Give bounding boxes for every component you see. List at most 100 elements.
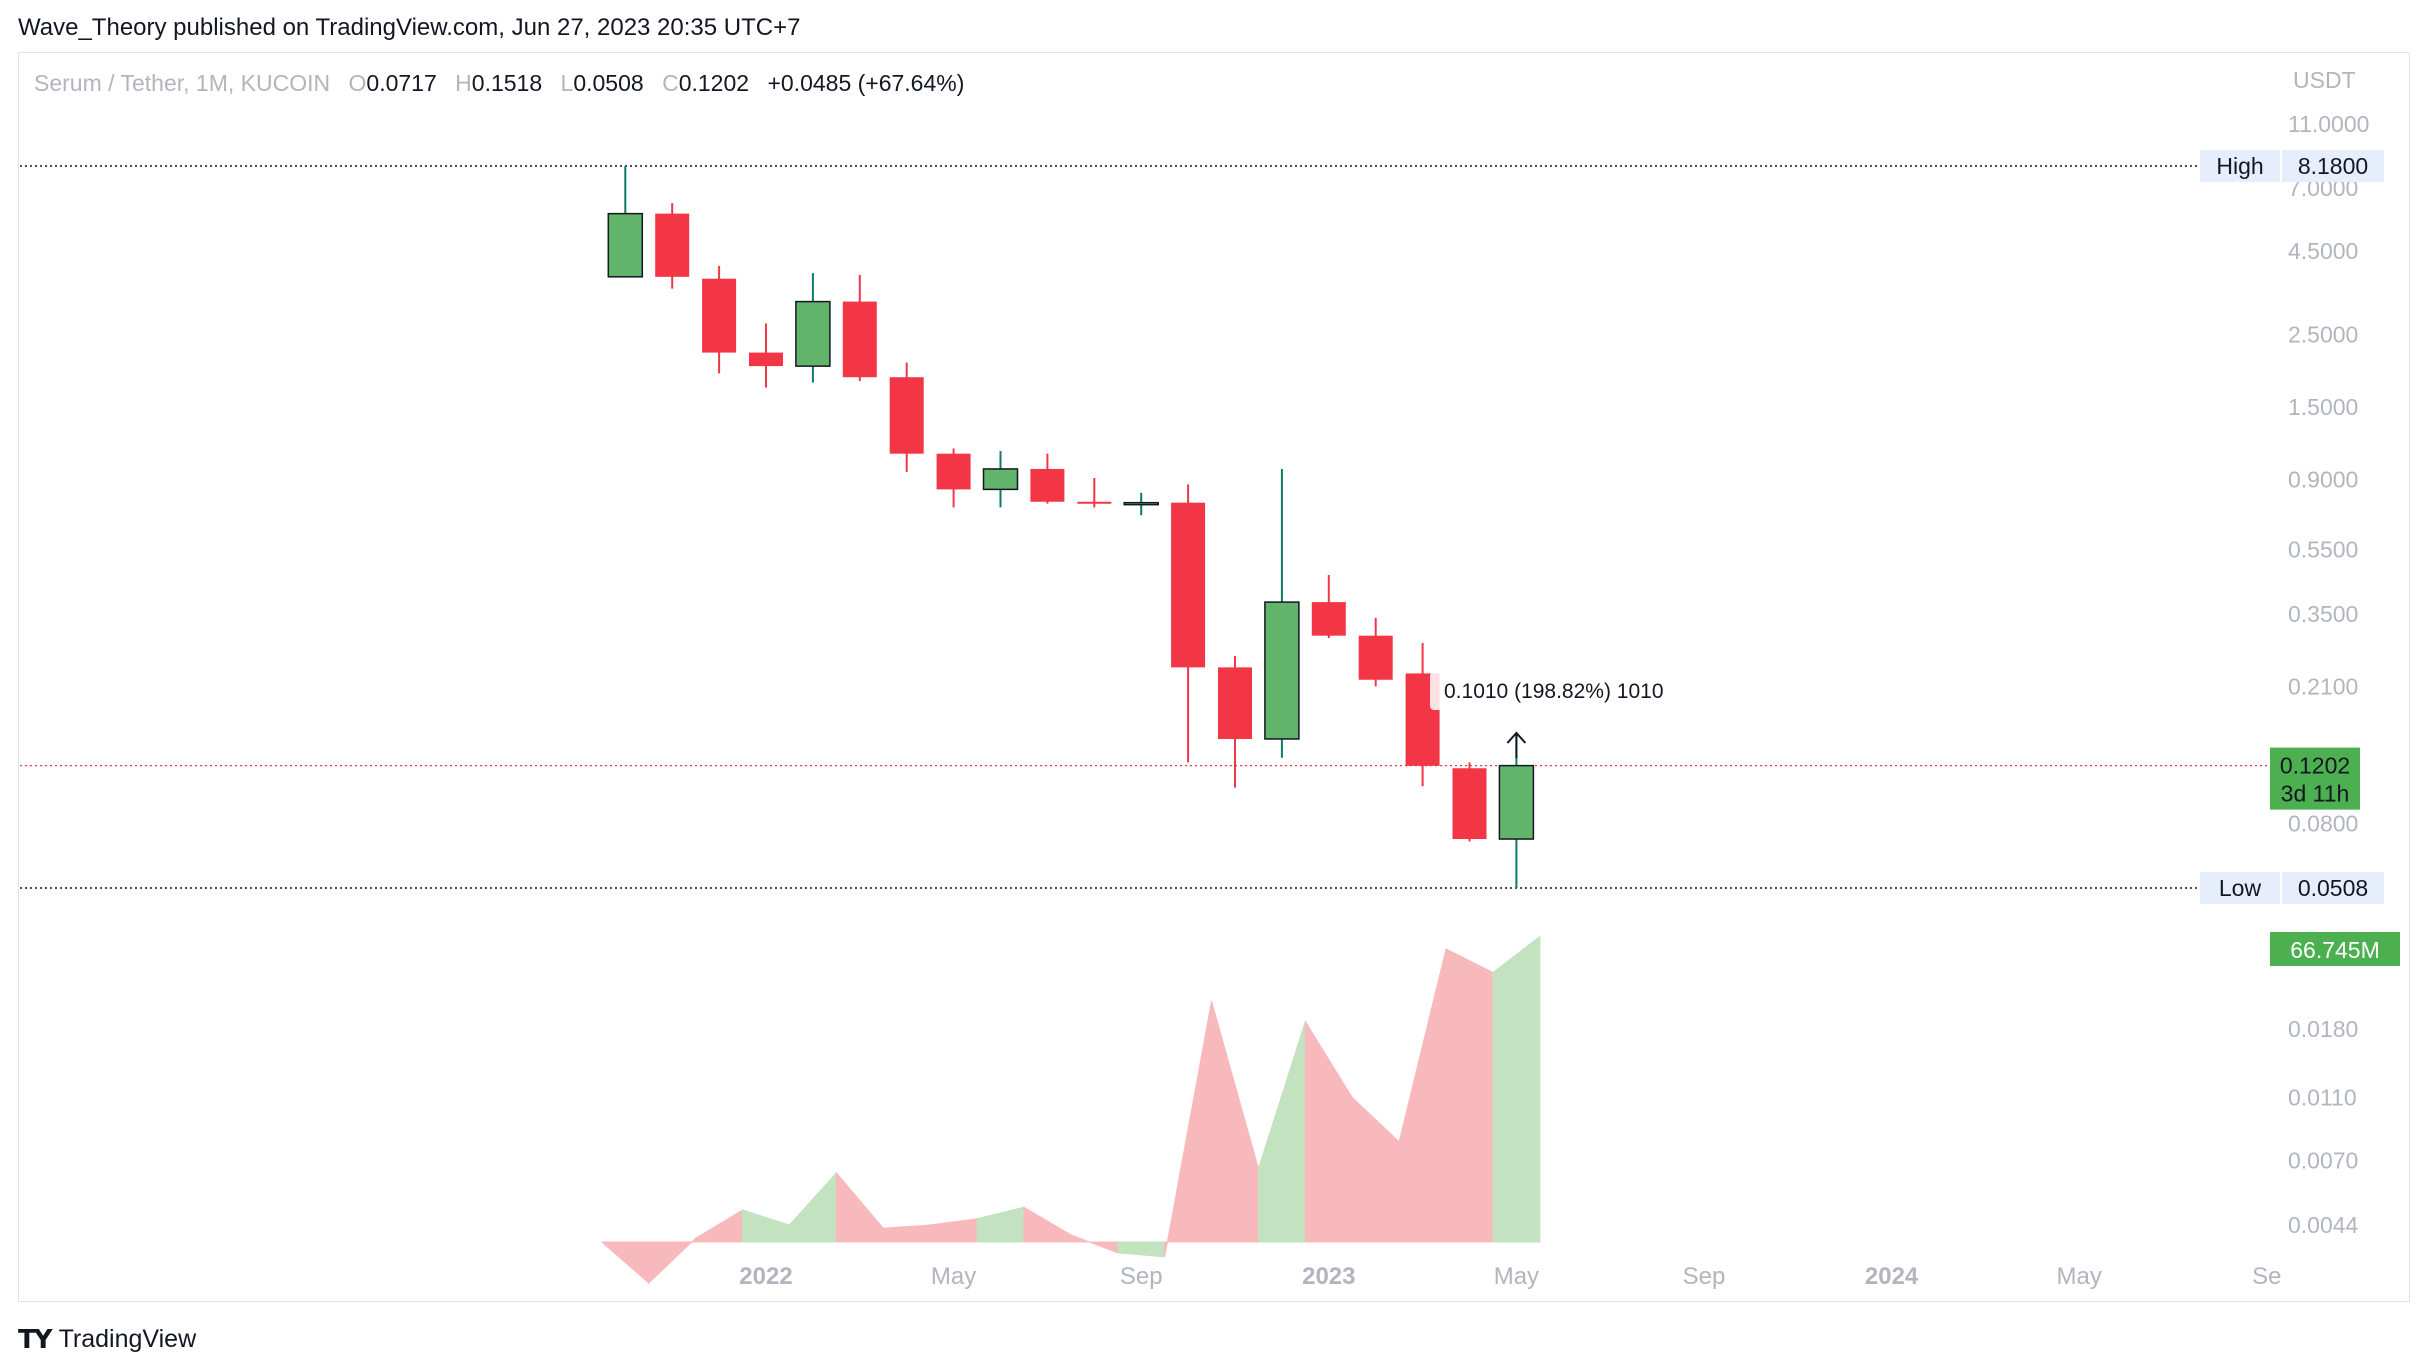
- low-tag-value: 0.0508: [2298, 875, 2368, 901]
- volume-segment: [695, 1209, 744, 1243]
- measure-annotation: 0.1010 (198.82%) 1010: [1430, 672, 1698, 758]
- candle-body: [1311, 602, 1346, 636]
- price-tick: 4.5000: [2288, 238, 2358, 264]
- price-tick: 0.2100: [2288, 673, 2358, 699]
- volume-tick: 0.0110: [2288, 1085, 2357, 1111]
- measure-arrow-head: [1506, 731, 1527, 744]
- close-key: C: [662, 70, 679, 96]
- candle-body: [1358, 635, 1393, 680]
- chart-frame: [18, 52, 2410, 1302]
- candle-body: [1452, 768, 1487, 840]
- time-axis: 2022 May Sep 2023 May Sep 2024 May Se: [739, 1263, 2281, 1290]
- volume-segment: [1117, 1241, 1166, 1258]
- high-tag-value-bg: [2282, 150, 2384, 182]
- volume-tag-value: 66.745M: [2290, 937, 2380, 963]
- volume-segment: [976, 1206, 1025, 1243]
- volume-segment: [1023, 1206, 1072, 1243]
- price-tick: 1.5000: [2288, 394, 2358, 420]
- last-price-countdown: 3d 11h: [2281, 781, 2350, 807]
- close-value: 0.1202: [678, 70, 750, 96]
- candle-body: [607, 212, 644, 278]
- candle-body: [889, 377, 924, 454]
- publisher-attribution: Wave_Theory published on TradingView.com…: [18, 14, 801, 41]
- high-key: H: [455, 70, 472, 96]
- price-tick: 0.3500: [2288, 601, 2358, 627]
- symbol-name: Serum / Tether, 1M, KUCOIN: [34, 70, 331, 96]
- low-tag: Low 0.0508: [2200, 872, 2384, 904]
- price-tick: 11.0000: [2288, 111, 2369, 137]
- volume-segment: [1257, 1021, 1306, 1243]
- measure-label-bg: [1430, 672, 1698, 710]
- volume-segment: [1070, 1234, 1119, 1254]
- volume-tick: 0.0180: [2288, 1016, 2358, 1042]
- time-tick: May: [2057, 1263, 2102, 1290]
- high-value: 0.1518: [471, 70, 543, 96]
- candle-body: [702, 278, 737, 353]
- candle-body: [749, 352, 783, 367]
- tradingview-logo[interactable]: ꓔ𝗬 TradingView: [18, 1324, 196, 1355]
- price-tick: 0.5500: [2288, 537, 2358, 563]
- high-tag: High 8.1800: [2200, 150, 2384, 182]
- low-tag-key-bg: [2200, 872, 2280, 904]
- candles: [607, 166, 1535, 888]
- volume-tick: 0.0070: [2288, 1147, 2358, 1173]
- candle-body: [1218, 667, 1252, 739]
- tv-logo-icon: ꓔ𝗬: [18, 1324, 53, 1354]
- high-tag-value: 8.1800: [2298, 153, 2368, 179]
- axis-unit: USDT: [2293, 67, 2356, 93]
- volume-area: [600, 935, 1541, 1285]
- price-axis: USDT11.00007.00004.50002.50001.50000.900…: [2288, 67, 2369, 1238]
- time-tick: Se: [2252, 1263, 2281, 1290]
- volume-segment: [1164, 1000, 1213, 1257]
- brand-name: TradingView: [58, 1325, 197, 1353]
- volume-segment: [600, 1241, 650, 1285]
- volume-segment: [1445, 948, 1494, 1243]
- time-tick: Sep: [1683, 1263, 1726, 1290]
- high-tag-key-bg: [2200, 150, 2280, 182]
- volume-segment: [929, 1218, 978, 1243]
- candle-body: [795, 300, 831, 367]
- candle-body: [1030, 468, 1065, 502]
- low-tag-value-bg: [2282, 872, 2384, 904]
- volume-segment: [742, 1209, 790, 1243]
- volume-tick: 0.0044: [2288, 1212, 2359, 1238]
- volume-segment: [648, 1237, 697, 1285]
- reference-lines: [20, 165, 2270, 889]
- last-price-bg: [2270, 747, 2360, 810]
- candle-body: [936, 453, 971, 490]
- open-key: O: [348, 70, 367, 96]
- volume-segment: [1211, 1000, 1259, 1243]
- measure-label: 0.1010 (198.82%) 1010: [1444, 680, 1664, 703]
- candle-body: [842, 301, 877, 378]
- volume-segment: [1351, 1096, 1400, 1243]
- candle-body: [1264, 601, 1300, 740]
- price-tick: 0.0800: [2288, 810, 2358, 836]
- volume-segment: [1304, 1019, 1353, 1243]
- price-tick: 0.9000: [2288, 467, 2358, 493]
- volume-segment: [835, 1171, 884, 1243]
- volume-segment: [1492, 935, 1541, 1243]
- low-tag-key: Low: [2219, 875, 2262, 901]
- time-tick: 2024: [1865, 1263, 1919, 1290]
- candle-body: [1498, 764, 1535, 840]
- low-value: 0.0508: [573, 70, 644, 96]
- symbol-legend[interactable]: Serum / Tether, 1M, KUCOIN O0.0717 H0.15…: [34, 70, 964, 97]
- time-tick: 2022: [739, 1263, 792, 1290]
- volume-segment: [882, 1224, 931, 1243]
- volume-segment: [788, 1171, 837, 1243]
- candle-body: [1123, 501, 1159, 506]
- high-tag-key: High: [2216, 153, 2263, 179]
- volume-tag-bg: [2270, 932, 2400, 966]
- candle-body: [1077, 501, 1112, 504]
- time-tick: 2023: [1302, 1263, 1355, 1290]
- candle-body: [982, 468, 1019, 491]
- candle-body: [655, 213, 690, 277]
- low-key: L: [560, 70, 574, 96]
- price-tick: 2.5000: [2288, 321, 2358, 347]
- volume-segment: [1398, 948, 1447, 1243]
- candle-body: [1171, 502, 1206, 668]
- volume-tag: 66.745M: [2270, 932, 2400, 966]
